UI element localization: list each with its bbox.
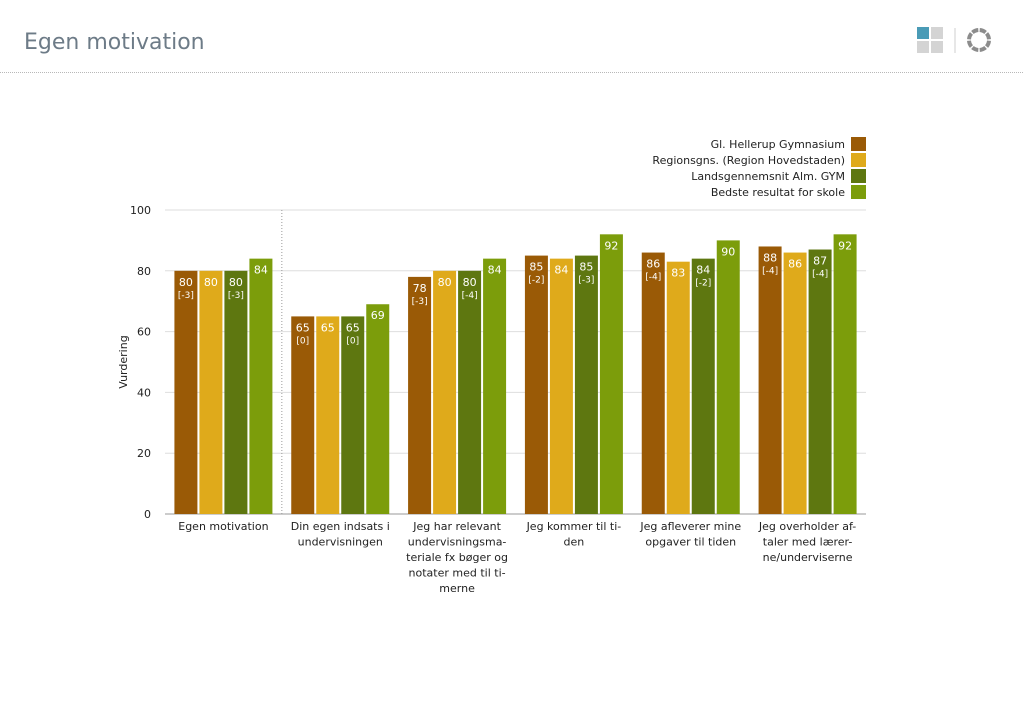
bar-value-label: 84 xyxy=(696,264,710,277)
bar-value-label: 80 xyxy=(229,276,243,289)
y-tick-label: 20 xyxy=(137,447,151,460)
bar-value-label: 65 xyxy=(296,321,310,334)
bar-diff-label: [0] xyxy=(346,336,359,346)
bar-value-label: 80 xyxy=(179,276,193,289)
y-tick-label: 40 xyxy=(137,386,151,399)
bar-value-label: 83 xyxy=(671,267,685,280)
bar-value-label: 92 xyxy=(838,239,852,252)
bar-value-label: 65 xyxy=(346,321,360,334)
bar-diff-label: [-4] xyxy=(762,266,778,276)
bar-diff-label: [-2] xyxy=(695,279,711,289)
bar-value-label: 92 xyxy=(604,239,618,252)
bar-value-label: 88 xyxy=(763,251,777,264)
legend-label: Regionsgns. (Region Hovedstaden) xyxy=(652,154,845,167)
bar xyxy=(366,304,390,514)
page-title: Egen motivation xyxy=(24,30,205,55)
y-tick-label: 60 xyxy=(137,326,151,339)
x-tick-label: undervisningsma- xyxy=(408,536,507,549)
x-tick-label: taler med lærer- xyxy=(763,536,853,549)
bar-diff-label: [-4] xyxy=(645,273,661,283)
x-tick-label: Jeg har relevant xyxy=(412,520,501,533)
bar xyxy=(783,252,807,514)
bar xyxy=(316,316,340,514)
x-tick-label: Jeg afleverer mine xyxy=(639,520,741,533)
header-divider xyxy=(0,72,1023,73)
x-tick-label: notater med til ti- xyxy=(409,567,506,580)
bar-diff-label: [-3] xyxy=(178,291,194,301)
bar xyxy=(224,270,248,514)
bar-diff-label: [-3] xyxy=(578,276,594,286)
bar-value-label: 86 xyxy=(788,258,802,271)
bar-value-label: 85 xyxy=(579,261,593,274)
bar-value-label: 84 xyxy=(554,264,568,277)
bar-value-label: 80 xyxy=(463,276,477,289)
bar xyxy=(433,270,457,514)
bar-diff-label: [-3] xyxy=(412,297,428,307)
bar-value-label: 85 xyxy=(529,261,543,274)
bar xyxy=(833,234,857,514)
grid-squares-icon xyxy=(917,27,943,53)
bar-value-label: 84 xyxy=(488,264,502,277)
y-tick-label: 80 xyxy=(137,265,151,278)
bar xyxy=(291,316,315,514)
bar-value-label: 84 xyxy=(254,264,268,277)
x-tick-label: Din egen indsats i xyxy=(291,520,390,533)
x-tick-label: Egen motivation xyxy=(178,520,268,533)
bar xyxy=(574,255,598,514)
bar xyxy=(808,249,832,514)
bar-value-label: 86 xyxy=(646,258,660,271)
bar xyxy=(716,240,740,514)
bar-diff-label: [0] xyxy=(296,336,309,346)
bar xyxy=(549,258,573,514)
bar-value-label: 80 xyxy=(204,276,218,289)
legend-label: Bedste resultat for skole xyxy=(711,186,845,199)
x-tick-label: ne/underviserne xyxy=(763,551,853,564)
legend-label: Gl. Hellerup Gymnasium xyxy=(711,138,845,151)
legend-swatch xyxy=(851,169,866,183)
ring-segments-icon xyxy=(967,28,991,52)
bar xyxy=(599,234,623,514)
bar xyxy=(666,261,690,514)
bar xyxy=(174,270,198,514)
bar-value-label: 90 xyxy=(721,245,735,258)
x-tick-label: Jeg overholder af- xyxy=(758,520,856,533)
brand-logo xyxy=(917,27,991,53)
legend-label: Landsgennemsnit Alm. GYM xyxy=(691,170,845,183)
y-tick-label: 100 xyxy=(130,204,151,217)
bar xyxy=(691,258,715,514)
bar-value-label: 65 xyxy=(321,321,335,334)
bar-value-label: 78 xyxy=(413,282,427,295)
bar xyxy=(458,270,482,514)
legend-swatch xyxy=(851,137,866,151)
bar xyxy=(341,316,365,514)
bar xyxy=(641,252,665,514)
x-tick-label: merne xyxy=(439,582,475,595)
x-tick-label: undervisningen xyxy=(298,536,383,549)
bar xyxy=(483,258,507,514)
y-axis-title: Vurdering xyxy=(117,335,130,388)
x-tick-label: teriale fx bøger og xyxy=(406,551,508,564)
x-tick-label: Jeg kommer til ti- xyxy=(526,520,622,533)
bar-diff-label: [-3] xyxy=(228,291,244,301)
bar xyxy=(199,270,223,514)
bar xyxy=(408,276,432,514)
x-tick-label: opgaver til tiden xyxy=(645,536,736,549)
bar-value-label: 87 xyxy=(813,255,827,268)
bar-diff-label: [-4] xyxy=(812,270,828,280)
legend-swatch xyxy=(851,153,866,167)
legend-swatch xyxy=(851,185,866,199)
bar-diff-label: [-2] xyxy=(528,276,544,286)
bar-diff-label: [-4] xyxy=(462,291,478,301)
y-tick-label: 0 xyxy=(144,508,151,521)
bar-value-label: 69 xyxy=(371,309,385,322)
bar xyxy=(524,255,548,514)
bar xyxy=(249,258,273,514)
bar xyxy=(758,246,782,515)
bar-value-label: 80 xyxy=(438,276,452,289)
x-tick-label: den xyxy=(564,536,585,549)
